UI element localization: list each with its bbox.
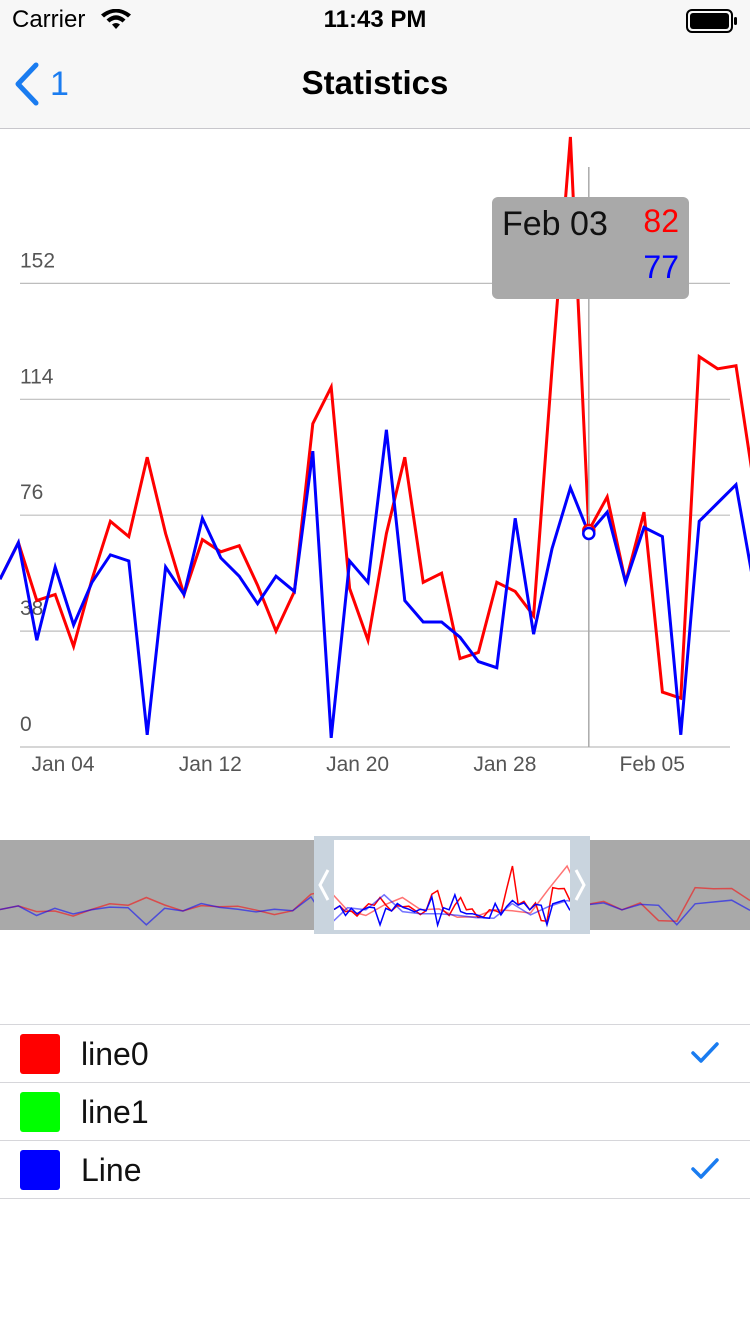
navigation-bar: 1 Statistics xyxy=(0,40,750,129)
chart-x-axis: Jan 04 Jan 12 Jan 20 Jan 28 Feb 05 xyxy=(31,753,684,776)
checkmark-icon xyxy=(691,1158,719,1179)
chart-tooltip: Feb 03 82 77 xyxy=(492,197,689,299)
color-swatch xyxy=(20,1150,60,1190)
page-title: Statistics xyxy=(301,64,449,101)
x-tick-label: Jan 12 xyxy=(179,753,242,776)
back-button-label: 1 xyxy=(50,64,69,103)
legend-item-line[interactable]: Line xyxy=(0,1140,750,1199)
navigator-left-handle[interactable] xyxy=(314,836,334,934)
legend-item-line0[interactable]: line0 xyxy=(0,1024,750,1082)
series-legend: line0 line1 Line xyxy=(0,1024,750,1199)
chevron-right-icon xyxy=(574,869,586,901)
legend-label: Line xyxy=(81,1152,142,1188)
chevron-left-icon xyxy=(318,869,330,901)
navigator-window[interactable] xyxy=(334,840,570,930)
wifi-icon xyxy=(101,9,131,29)
navigator-line-line xyxy=(0,893,750,927)
tooltip-value-line: 77 xyxy=(643,249,679,285)
range-navigator[interactable] xyxy=(0,836,750,936)
back-button[interactable]: 1 xyxy=(14,60,69,108)
y-tick-label: 152 xyxy=(20,249,55,272)
navigator-window-bottom xyxy=(334,930,570,934)
tooltip-date: Feb 03 xyxy=(502,205,608,243)
y-tick-label: 114 xyxy=(20,365,54,388)
chevron-left-icon xyxy=(15,62,39,106)
legend-label: line0 xyxy=(81,1036,149,1072)
status-bar: Carrier 11:43 PM xyxy=(0,0,750,40)
navigator-right-handle[interactable] xyxy=(570,836,590,934)
legend-item-line1[interactable]: line1 xyxy=(0,1082,750,1140)
checkmark-icon xyxy=(691,1042,719,1063)
carrier-label: Carrier xyxy=(12,6,86,33)
x-tick-label: Jan 28 xyxy=(473,753,536,776)
battery-icon xyxy=(686,9,737,33)
chart-series xyxy=(0,136,750,739)
x-tick-label: Feb 05 xyxy=(620,753,685,776)
color-swatch xyxy=(20,1034,60,1074)
series-line-line xyxy=(0,429,750,739)
selection-point-line xyxy=(582,526,596,541)
color-swatch xyxy=(20,1092,60,1132)
y-tick-label: 0 xyxy=(20,713,32,736)
legend-label: line1 xyxy=(81,1094,149,1130)
navigator-window-line-line xyxy=(333,892,571,929)
x-tick-label: Jan 04 xyxy=(31,753,94,776)
status-time: 11:43 PM xyxy=(323,6,427,33)
navigator-window-top xyxy=(334,836,570,840)
x-tick-label: Jan 20 xyxy=(326,753,389,776)
navigator-series xyxy=(0,864,750,929)
y-tick-label: 76 xyxy=(20,481,43,504)
tooltip-value-line0: 82 xyxy=(643,203,679,239)
